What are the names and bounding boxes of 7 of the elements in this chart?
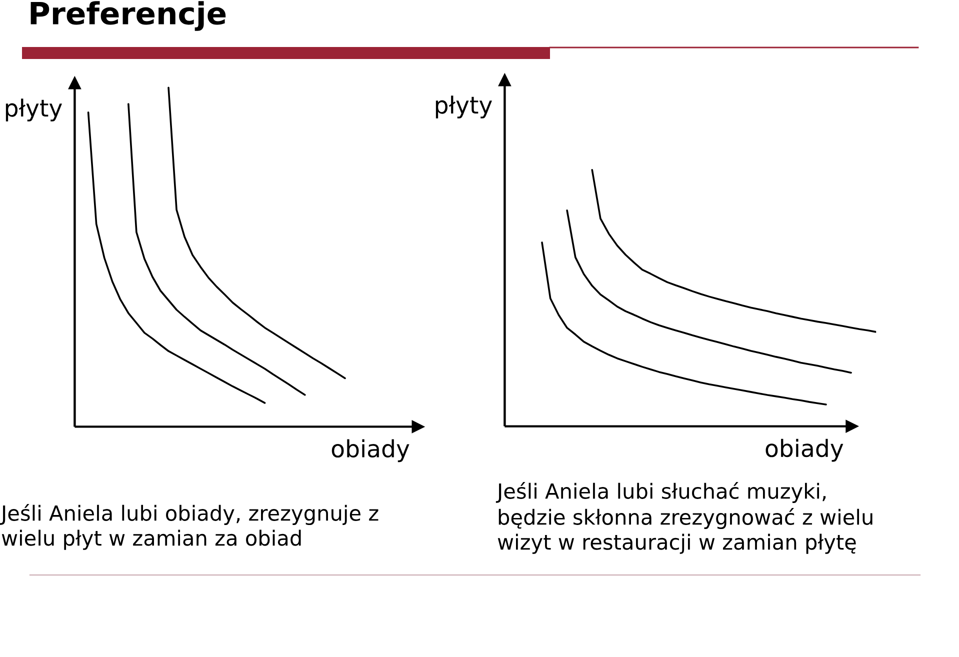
x-axis-title: obiady xyxy=(766,438,844,462)
y-axis-title: płyty xyxy=(6,98,62,122)
x-axis-title: obiady xyxy=(332,439,410,462)
chart-title: Preferencje xyxy=(30,1,226,31)
text: Jeśli Aniela lubi słuchać muzyki, będzie skłonna zrezygnować z wielu wizyt w restauracji w zamian płytę xyxy=(496,482,872,554)
y-axis-title: płyty xyxy=(436,96,492,118)
text: Jeśli Aniela lubi obiady, zrezygnuje z wielu płyt w zamian za obiad xyxy=(0,504,378,550)
